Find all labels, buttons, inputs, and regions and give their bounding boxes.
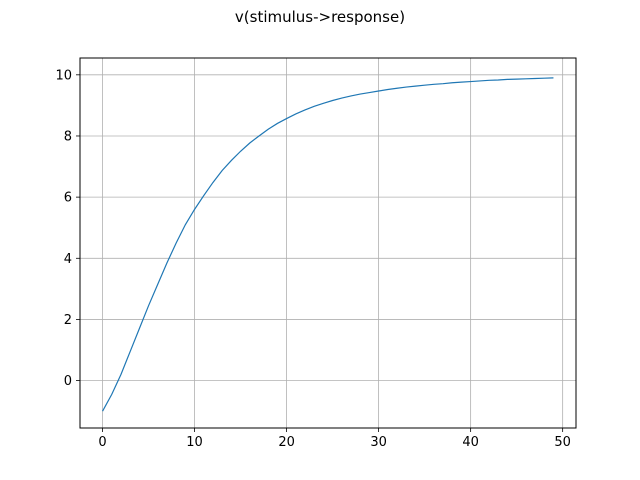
data-point	[157, 284, 158, 285]
data-point	[378, 91, 379, 92]
data-point	[415, 86, 416, 87]
x-tick-label: 50	[554, 435, 571, 450]
data-point	[397, 88, 398, 89]
x-tick-label: 20	[278, 435, 295, 450]
data-point	[498, 80, 499, 81]
data-point	[525, 78, 526, 79]
data-point	[258, 135, 259, 136]
data-point	[194, 209, 195, 210]
data-point	[544, 78, 545, 79]
data-point	[102, 411, 103, 412]
data-point	[111, 394, 112, 395]
data-point	[433, 84, 434, 85]
x-tick-label: 0	[98, 435, 106, 450]
series-line	[102, 77, 554, 412]
y-tick-label: 10	[55, 68, 72, 83]
data-series	[102, 77, 554, 412]
data-point	[166, 262, 167, 263]
data-point	[489, 80, 490, 81]
data-point	[277, 123, 278, 124]
data-point	[304, 109, 305, 110]
data-point	[240, 151, 241, 152]
data-point	[176, 243, 177, 244]
data-point	[185, 224, 186, 225]
chart-title: v(stimulus->response)	[235, 8, 405, 26]
data-point	[139, 328, 140, 329]
y-tick-label: 4	[64, 252, 72, 267]
data-point	[443, 83, 444, 84]
data-point	[553, 77, 554, 78]
data-point	[507, 79, 508, 80]
data-point	[470, 81, 471, 82]
y-tick-label: 6	[64, 191, 72, 206]
data-point	[516, 79, 517, 80]
data-point	[479, 80, 480, 81]
data-point	[314, 106, 315, 107]
data-point	[120, 374, 121, 375]
data-point	[341, 98, 342, 99]
data-point	[387, 89, 388, 90]
plot-frame	[79, 57, 577, 429]
data-point	[323, 103, 324, 104]
data-point	[222, 170, 223, 171]
data-point	[424, 85, 425, 86]
data-point	[212, 182, 213, 183]
data-point	[203, 195, 204, 196]
axis-ticks: 0 10 20 30 40 50 0 2 4 6 8 10	[55, 68, 570, 450]
x-tick-label: 10	[186, 435, 203, 450]
x-tick-label: 30	[370, 435, 387, 450]
data-point	[360, 94, 361, 95]
data-point	[369, 92, 370, 93]
y-tick-label: 0	[64, 374, 72, 389]
data-point	[148, 305, 149, 306]
x-tick-label: 40	[462, 435, 479, 450]
data-point	[231, 160, 232, 161]
data-point	[461, 82, 462, 83]
data-point	[249, 143, 250, 144]
data-point	[268, 129, 269, 130]
data-point	[332, 100, 333, 101]
data-point	[406, 87, 407, 88]
data-point	[535, 78, 536, 79]
y-tick-label: 8	[64, 129, 72, 144]
data-point	[295, 113, 296, 114]
data-point	[130, 351, 131, 352]
grid-lines	[80, 58, 576, 428]
y-tick-label: 2	[64, 313, 72, 328]
data-point	[286, 118, 287, 119]
data-point	[452, 82, 453, 83]
data-point	[351, 95, 352, 96]
